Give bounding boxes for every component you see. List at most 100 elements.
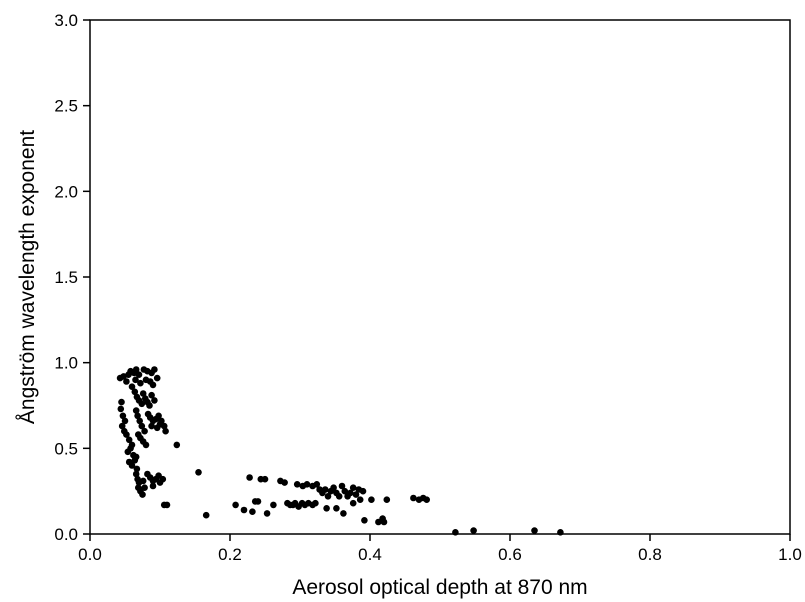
y-tick-label: 1.0 — [54, 354, 78, 373]
data-point — [148, 391, 155, 399]
data-point — [132, 470, 140, 478]
data-point — [153, 424, 161, 432]
x-axis-title: Aerosol optical depth at 870 nm — [292, 576, 587, 599]
data-point — [240, 506, 248, 514]
y-tick-label: 0.0 — [54, 525, 78, 544]
x-tick-label: 0.4 — [358, 545, 382, 564]
data-point — [423, 496, 431, 504]
data-point — [361, 517, 368, 524]
data-point — [321, 486, 329, 493]
data-point — [335, 493, 343, 500]
data-point — [349, 499, 357, 507]
x-tick-label: 0.8 — [638, 545, 662, 564]
data-point — [138, 400, 146, 408]
data-point — [338, 482, 346, 490]
data-point — [123, 431, 130, 438]
data-point — [132, 366, 140, 373]
data-point — [162, 427, 169, 435]
data-point — [270, 501, 277, 509]
x-tick-label: 0.2 — [218, 545, 242, 564]
data-point — [293, 481, 301, 488]
data-point — [139, 491, 146, 498]
data-point — [410, 494, 417, 502]
y-tick-label: 3.0 — [54, 11, 78, 30]
data-point — [138, 422, 146, 430]
data-point — [139, 477, 147, 485]
data-point — [470, 527, 477, 534]
data-point — [118, 398, 125, 406]
data-point — [356, 496, 364, 504]
data-point — [151, 397, 158, 404]
data-point — [137, 379, 144, 387]
data-point — [134, 412, 141, 420]
data-point — [155, 412, 162, 420]
data-point — [333, 505, 340, 512]
data-point — [312, 499, 319, 507]
data-point — [313, 481, 321, 488]
data-point — [173, 441, 181, 449]
data-point — [121, 417, 129, 425]
data-point — [139, 390, 147, 397]
data-point — [347, 489, 354, 497]
data-point — [135, 371, 143, 379]
data-point — [232, 501, 239, 509]
data-point — [146, 402, 153, 409]
data-point — [123, 378, 130, 385]
data-point — [368, 496, 375, 504]
data-point — [118, 422, 126, 430]
data-point — [133, 465, 141, 473]
data-point — [136, 417, 143, 425]
y-tick-label: 2.0 — [54, 182, 78, 201]
data-point — [141, 484, 148, 492]
data-point — [380, 518, 388, 526]
data-point — [330, 484, 337, 492]
data-point — [131, 388, 139, 396]
axis-ticks: 0.0 0.2 0.4 0.6 0.8 1.0 0.0 0.5 1.0 1.5 2.0 2.5 3.0 — [54, 11, 801, 564]
data-point — [323, 505, 330, 512]
data-point — [249, 508, 256, 515]
y-tick-label: 0.5 — [54, 439, 78, 458]
data-point — [340, 510, 347, 517]
data-point — [349, 484, 357, 492]
data-point — [128, 462, 136, 469]
plot-frame — [89, 19, 791, 535]
data-point — [117, 405, 125, 413]
data-point — [132, 407, 140, 414]
data-point — [163, 501, 171, 509]
data-point — [195, 469, 202, 476]
data-point — [263, 510, 271, 517]
data-point — [303, 481, 311, 488]
data-point — [155, 472, 162, 480]
data-point — [151, 366, 158, 373]
data-point — [124, 448, 132, 456]
data-points — [116, 366, 564, 536]
data-point — [149, 482, 157, 490]
y-tick-label: 1.5 — [54, 268, 78, 287]
data-point — [254, 498, 262, 505]
data-point — [149, 381, 157, 389]
data-point — [148, 422, 155, 430]
data-point — [131, 457, 139, 464]
data-point — [142, 441, 150, 449]
data-point — [119, 412, 127, 420]
data-point — [452, 529, 459, 536]
data-point — [557, 529, 564, 536]
data-point — [531, 527, 538, 534]
data-point — [125, 436, 133, 444]
data-point — [246, 474, 253, 481]
data-point — [141, 427, 148, 435]
data-point — [359, 487, 367, 495]
y-axis-title: Ångström wavelength exponent — [16, 130, 39, 424]
data-point — [132, 376, 139, 384]
x-tick-label: 0.0 — [78, 545, 102, 564]
data-point — [281, 479, 288, 486]
data-point — [153, 374, 161, 382]
y-tick-label: 2.5 — [54, 97, 78, 116]
data-point — [324, 493, 332, 500]
data-point — [341, 487, 349, 495]
x-tick-label: 0.6 — [498, 545, 522, 564]
data-point — [352, 491, 360, 498]
data-point — [383, 496, 391, 504]
data-point — [261, 475, 269, 483]
data-point — [202, 511, 210, 519]
